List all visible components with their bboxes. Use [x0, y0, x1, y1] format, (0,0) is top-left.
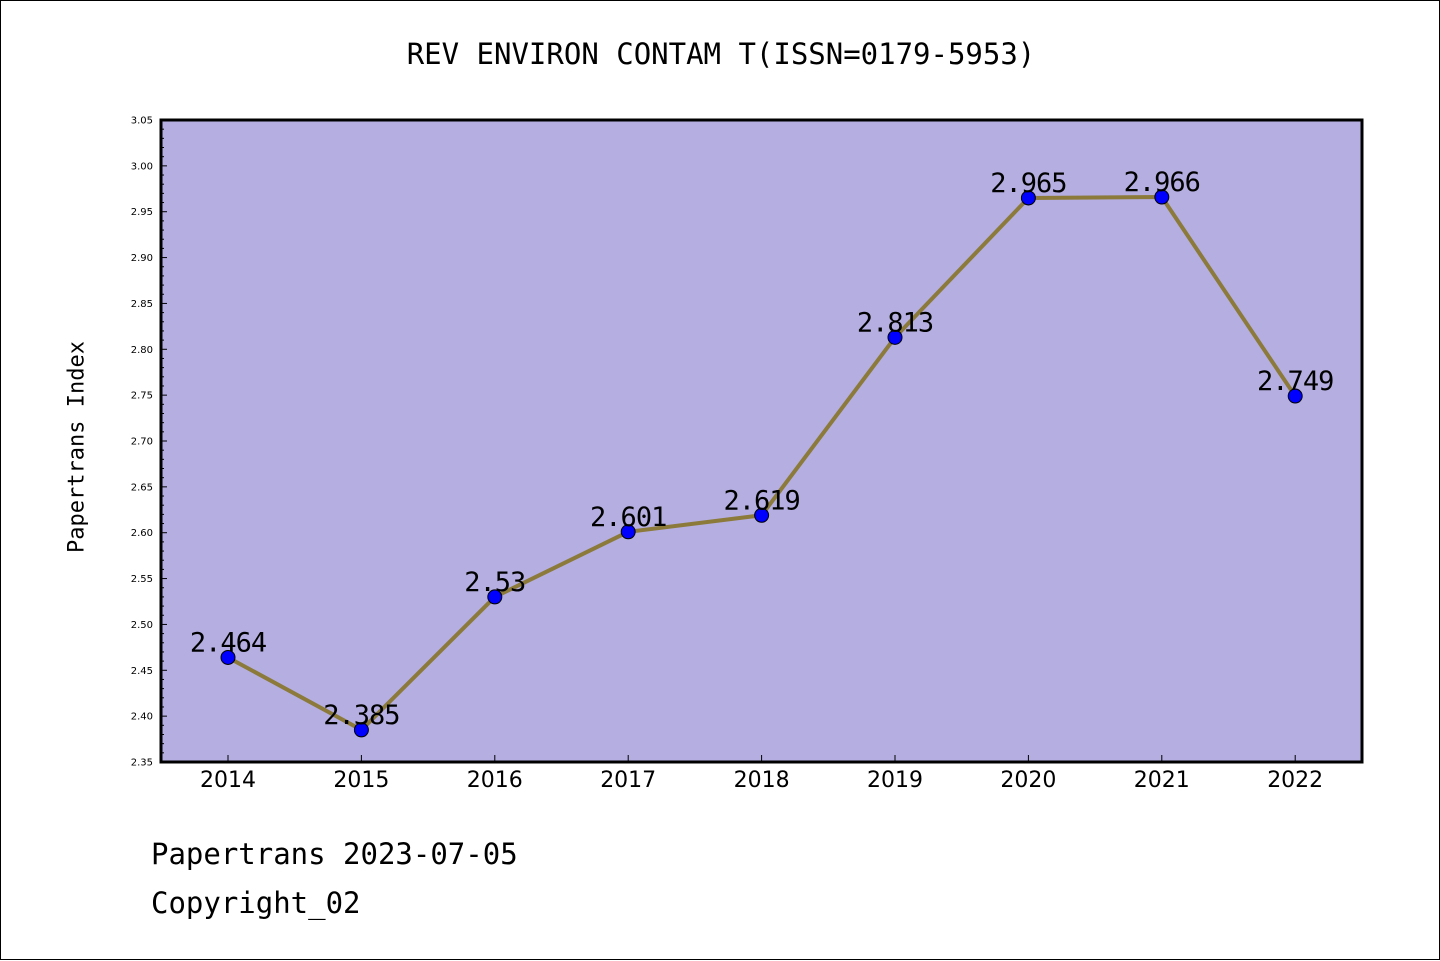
y-tick-label: 2.80: [131, 345, 153, 356]
y-tick-label: 2.60: [131, 528, 153, 539]
data-label: 2.385: [323, 700, 399, 731]
plot-border: [159, 118, 1364, 764]
data-point: [487, 589, 503, 605]
chart-title: REV ENVIRON CONTAM T(ISSN=0179-5953): [406, 37, 1036, 71]
y-tick-label: 2.95: [131, 207, 153, 218]
y-tick-label: 2.70: [131, 437, 153, 448]
data-point: [353, 722, 369, 738]
x-tick-label: 2022: [1267, 768, 1323, 793]
x-tick-label: 2015: [333, 768, 389, 793]
data-label: 2.464: [190, 627, 266, 658]
x-tick-label: 2018: [734, 768, 790, 793]
data-point: [1020, 190, 1036, 206]
data-point: [1154, 189, 1170, 205]
data-point: [887, 329, 903, 345]
x-tick-label: 2016: [467, 768, 523, 793]
data-point: [1287, 388, 1303, 404]
data-label: 2.619: [723, 485, 799, 516]
x-tick-label: 2019: [867, 768, 923, 793]
data-label: 2.966: [1124, 167, 1200, 198]
y-tick-label: 2.65: [131, 482, 153, 493]
y-tick-label: 2.35: [131, 758, 153, 769]
data-label: 2.53: [464, 567, 525, 598]
x-tick-label: 2014: [200, 768, 256, 793]
y-tick-label: 2.90: [131, 253, 153, 264]
plot-area: [161, 120, 1362, 762]
data-point: [754, 507, 770, 523]
y-tick-label: 2.55: [131, 574, 153, 585]
x-tick-label: 2020: [1000, 768, 1056, 793]
y-tick-label: 2.50: [131, 620, 153, 631]
y-tick-label: 2.40: [131, 712, 153, 723]
y-tick-label: 3.00: [131, 161, 153, 172]
y-tick-label: 2.45: [131, 666, 153, 677]
y-tick-label: 2.75: [131, 391, 153, 402]
footer-copyright: Copyright_02: [151, 886, 361, 920]
x-tick-label: 2017: [600, 768, 656, 793]
data-label: 2.813: [857, 307, 933, 338]
data-label: 2.601: [590, 502, 666, 533]
y-tick-label: 2.85: [131, 299, 153, 310]
data-point: [220, 649, 236, 665]
y-tick-label: 3.05: [131, 116, 153, 127]
data-label: 2.965: [990, 168, 1066, 199]
data-label: 2.749: [1257, 366, 1333, 397]
footer-source: Papertrans 2023-07-05: [151, 837, 518, 871]
x-tick-label: 2021: [1134, 768, 1190, 793]
data-point: [620, 524, 636, 540]
